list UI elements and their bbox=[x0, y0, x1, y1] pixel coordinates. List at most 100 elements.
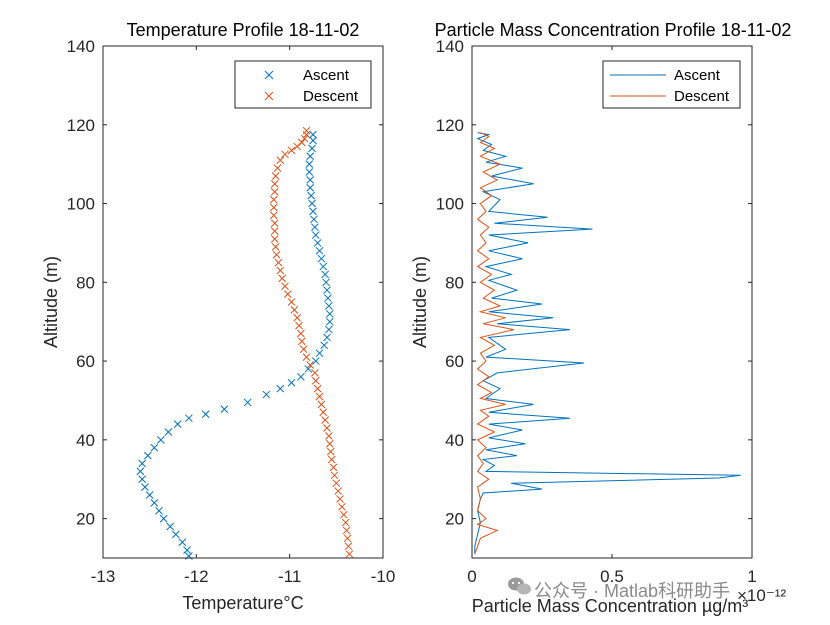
point-descent bbox=[329, 463, 338, 472]
point-descent bbox=[311, 369, 319, 377]
point-descent bbox=[293, 313, 301, 322]
x-tick-label: -10 bbox=[371, 567, 396, 586]
y-tick-label: 40 bbox=[76, 431, 95, 450]
point-descent bbox=[276, 156, 285, 165]
point-descent bbox=[330, 471, 339, 480]
watermark: 公众号 · Matlab科研助手 bbox=[508, 577, 730, 601]
point-ascent bbox=[307, 191, 315, 200]
point-ascent bbox=[150, 443, 159, 452]
point-ascent bbox=[185, 414, 193, 423]
temperature-ticks: -13 -12 -11 -10 20 40 60 80 100 120 140 bbox=[67, 37, 396, 586]
point-ascent bbox=[311, 357, 320, 365]
point-descent bbox=[344, 542, 353, 551]
particle-x-exponent: ×10⁻¹² bbox=[737, 586, 786, 605]
point-ascent bbox=[138, 459, 147, 468]
point-descent bbox=[341, 518, 350, 527]
point-descent bbox=[287, 146, 296, 155]
point-ascent bbox=[315, 246, 324, 255]
point-descent bbox=[342, 526, 351, 535]
point-ascent bbox=[320, 341, 329, 350]
y-tick-label: 120 bbox=[67, 116, 95, 135]
point-ascent bbox=[220, 405, 229, 413]
particle-data-layer bbox=[474, 132, 741, 555]
wechat-icon bbox=[508, 577, 531, 595]
temperature-plot: Temperature Profile 18-11-02 -13 -12 -11 -1… bbox=[41, 20, 395, 613]
point-descent bbox=[302, 126, 311, 135]
temperature-plot-title: Temperature Profile 18-11-02 bbox=[127, 20, 360, 40]
series-line-ascent bbox=[474, 132, 741, 555]
point-ascent bbox=[183, 546, 191, 554]
point-ascent bbox=[306, 176, 315, 184]
legend-ascent-label: Ascent bbox=[303, 67, 350, 84]
legend-ascent-marker bbox=[264, 70, 274, 80]
point-ascent bbox=[309, 207, 317, 216]
particle-plot-frame bbox=[471, 45, 753, 559]
point-ascent bbox=[164, 428, 173, 436]
point-ascent bbox=[325, 309, 334, 318]
point-descent bbox=[270, 235, 279, 243]
particle-plot-title: Particle Mass Concentration Profile 18-1… bbox=[435, 20, 792, 40]
point-ascent bbox=[141, 483, 149, 491]
point-descent bbox=[313, 384, 322, 393]
point-descent bbox=[332, 479, 341, 488]
point-ascent bbox=[171, 530, 180, 539]
point-descent bbox=[300, 134, 309, 143]
point-descent bbox=[297, 329, 305, 338]
y-tick-label: 80 bbox=[445, 273, 464, 292]
y-tick-label: 60 bbox=[76, 352, 95, 371]
temperature-legend-box bbox=[234, 60, 372, 109]
point-descent bbox=[311, 376, 320, 385]
point-descent bbox=[281, 150, 289, 159]
point-descent bbox=[283, 290, 292, 298]
series-line-descent bbox=[474, 132, 515, 555]
y-tick-label: 40 bbox=[445, 431, 464, 450]
temperature-legend: Ascent Descent bbox=[234, 60, 372, 109]
point-descent bbox=[293, 142, 301, 151]
point-ascent bbox=[136, 467, 145, 476]
legend-descent-marker bbox=[264, 91, 274, 101]
point-ascent bbox=[319, 262, 328, 271]
point-ascent bbox=[308, 144, 316, 153]
point-ascent bbox=[145, 491, 154, 499]
point-descent bbox=[306, 361, 315, 369]
point-ascent bbox=[150, 499, 159, 507]
point-descent bbox=[315, 392, 324, 401]
y-tick-label: 60 bbox=[445, 352, 464, 371]
point-descent bbox=[325, 439, 334, 448]
point-descent bbox=[269, 211, 278, 220]
legend-descent-label: Descent bbox=[303, 88, 359, 105]
point-ascent bbox=[315, 349, 324, 358]
particle-x-label: Particle Mass Concentration µg/m³ bbox=[472, 596, 748, 616]
point-descent bbox=[326, 447, 335, 456]
particle-y-label: Altitude (m) bbox=[410, 256, 430, 348]
point-descent bbox=[281, 282, 289, 291]
point-ascent bbox=[287, 378, 296, 387]
point-descent bbox=[319, 408, 328, 417]
point-ascent bbox=[297, 372, 305, 381]
point-descent bbox=[270, 227, 279, 235]
particle-legend: Ascent Descent bbox=[602, 60, 741, 109]
point-descent bbox=[317, 400, 326, 409]
point-descent bbox=[272, 250, 281, 259]
point-descent bbox=[302, 130, 311, 139]
x-tick-label: -12 bbox=[184, 567, 209, 586]
point-ascent bbox=[325, 302, 333, 310]
point-descent bbox=[274, 258, 283, 267]
point-ascent bbox=[311, 223, 319, 232]
point-descent bbox=[269, 195, 278, 204]
point-ascent bbox=[143, 451, 152, 460]
point-descent bbox=[334, 487, 343, 495]
point-ascent bbox=[308, 199, 316, 208]
point-ascent bbox=[311, 231, 320, 239]
temperature-plot-frame bbox=[102, 45, 384, 559]
x-tick-label: 0.5 bbox=[600, 567, 624, 586]
particle-plot: Particle Mass Concentration Profile 18-1… bbox=[410, 20, 791, 616]
point-ascent bbox=[305, 160, 314, 169]
point-ascent bbox=[324, 294, 332, 302]
point-ascent bbox=[310, 215, 318, 224]
point-descent bbox=[299, 345, 308, 354]
point-descent bbox=[270, 179, 279, 188]
x-tick-label: 1 bbox=[747, 567, 756, 586]
point-ascent bbox=[159, 514, 168, 523]
